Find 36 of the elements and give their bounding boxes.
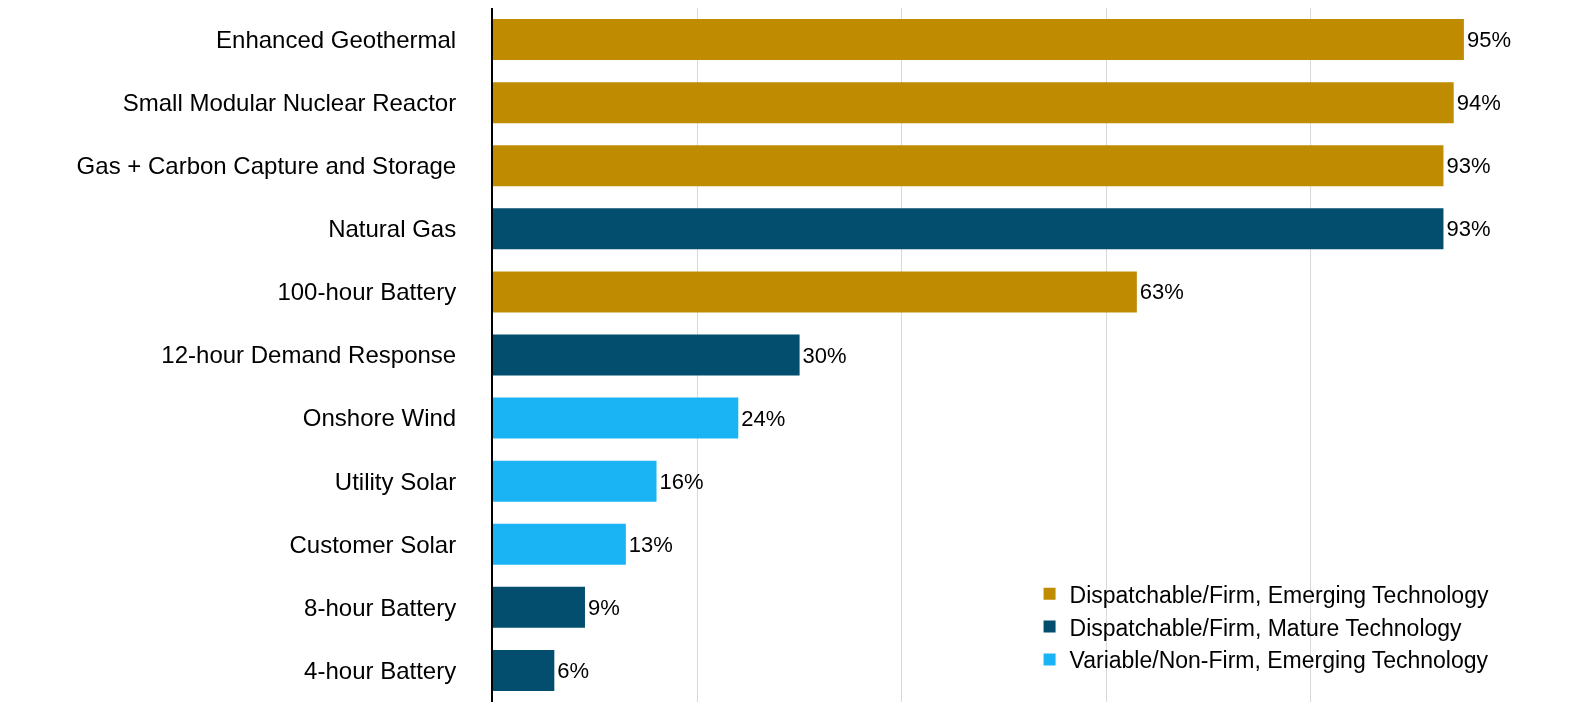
data-label: 9% xyxy=(587,594,620,620)
legend-label: Variable/Non-Firm, Emerging Technology xyxy=(1069,647,1489,674)
data-label: 30% xyxy=(802,342,847,368)
bar xyxy=(493,460,657,502)
data-label: 24% xyxy=(741,405,786,431)
y-tick-label: Onshore Wind xyxy=(302,404,457,432)
legend-label: Dispatchable/Firm, Emerging Technology xyxy=(1069,581,1489,608)
data-label: 13% xyxy=(628,531,673,557)
bar xyxy=(493,208,1444,250)
y-tick-label: Customer Solar xyxy=(289,530,457,558)
y-tick-label: 12-hour Demand Response xyxy=(161,341,457,369)
y-tick-label: Utility Solar xyxy=(334,467,457,495)
bar xyxy=(493,523,626,565)
data-label: 6% xyxy=(557,657,590,683)
y-tick-label: 100-hour Battery xyxy=(277,278,457,306)
bar xyxy=(493,334,800,376)
y-tick-label: Enhanced Geothermal xyxy=(216,25,457,53)
data-label: 95% xyxy=(1466,27,1511,53)
bar xyxy=(493,82,1454,124)
data-label: 93% xyxy=(1446,216,1491,242)
bar xyxy=(493,19,1464,61)
y-tick-label: 4-hour Battery xyxy=(304,656,457,684)
data-label: 63% xyxy=(1139,279,1184,305)
data-label: 94% xyxy=(1456,90,1501,116)
y-tick-label: 8-hour Battery xyxy=(304,593,457,621)
bar xyxy=(493,397,739,439)
y-tick-label: Gas + Carbon Capture and Storage xyxy=(76,152,457,180)
data-label: 93% xyxy=(1446,153,1491,179)
bar xyxy=(493,586,585,628)
y-tick-label: Natural Gas xyxy=(328,215,457,243)
data-label: 16% xyxy=(659,468,704,494)
bar xyxy=(493,271,1137,313)
bar xyxy=(493,145,1444,187)
bar xyxy=(493,649,555,691)
legend-label: Dispatchable/Firm, Mature Technology xyxy=(1069,614,1463,641)
y-tick-label: Small Modular Nuclear Reactor xyxy=(122,89,457,117)
